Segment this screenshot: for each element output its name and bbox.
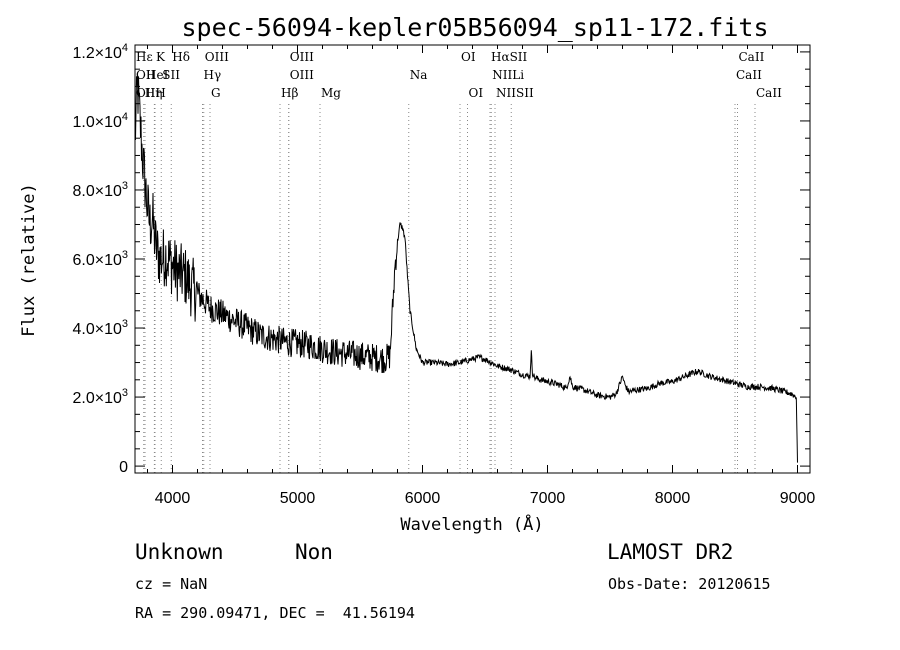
y-tick-mantissa: 1.0 bbox=[72, 114, 94, 131]
y-tick-mantissa: 6.0 bbox=[72, 252, 94, 269]
emission-line-label: CaII bbox=[739, 50, 765, 64]
y-tick-exponent: 3 bbox=[122, 249, 128, 261]
y-tick-exponent: 4 bbox=[122, 42, 128, 54]
redshift-cz: cz = NaN bbox=[135, 575, 208, 593]
chart-title: spec-56094-kepler05B56094_sp11-172.fits bbox=[182, 13, 769, 42]
y-tick-mantissa: 1.2 bbox=[72, 45, 94, 62]
emission-line-label: CaII bbox=[736, 68, 762, 82]
emission-line-label: Hη bbox=[145, 86, 163, 100]
object-class: Unknown bbox=[135, 540, 224, 564]
x-tick-label: 6000 bbox=[405, 490, 441, 507]
y-tick-label: 1.2×104 bbox=[72, 42, 128, 62]
emission-line-label: OI bbox=[469, 86, 484, 100]
emission-line-label: K bbox=[156, 50, 166, 64]
emission-line-label: Na bbox=[410, 68, 428, 82]
y-tick-times: ×10 bbox=[95, 45, 122, 62]
y-tick-mantissa: 0 bbox=[119, 459, 128, 476]
emission-line-label: NIISII bbox=[496, 86, 534, 100]
emission-line-label: G bbox=[211, 86, 221, 100]
y-tick-label: 6.0×103 bbox=[72, 249, 128, 269]
x-tick-label: 5000 bbox=[280, 490, 316, 507]
emission-line-label: OIII bbox=[290, 50, 314, 64]
survey-name: LAMOST DR2 bbox=[607, 540, 734, 564]
observation-date: Obs-Date: 20120615 bbox=[608, 575, 771, 593]
y-tick-times: ×10 bbox=[95, 390, 122, 407]
emission-line-label: CaII bbox=[756, 86, 782, 100]
spectrum-line bbox=[134, 75, 798, 463]
y-tick-times: ×10 bbox=[95, 252, 122, 269]
y-tick-label: 4.0×103 bbox=[72, 318, 128, 338]
y-tick-times: ×10 bbox=[95, 321, 122, 338]
y-tick-exponent: 3 bbox=[122, 387, 128, 399]
x-tick-label: 8000 bbox=[655, 490, 691, 507]
emission-line-label: OIII bbox=[205, 50, 229, 64]
emission-line-label: Li bbox=[512, 68, 524, 82]
y-axis-ticks: 02.0×1034.0×1036.0×1038.0×1031.0×1041.2×… bbox=[72, 42, 810, 476]
x-tick-label: 7000 bbox=[530, 490, 566, 507]
x-tick-label: 4000 bbox=[155, 490, 191, 507]
emission-line-label: Hβ bbox=[281, 86, 298, 100]
y-tick-label: 1.0×104 bbox=[72, 111, 128, 131]
emission-line-label: Hδ bbox=[172, 50, 190, 64]
coordinates: RA = 290.09471, DEC = 41.56194 bbox=[135, 604, 415, 622]
y-tick-mantissa: 2.0 bbox=[72, 390, 94, 407]
emission-line-markers bbox=[134, 104, 756, 473]
emission-line-label: NII bbox=[492, 68, 512, 82]
emission-line-label: SII bbox=[162, 68, 180, 82]
plot-frame bbox=[134, 44, 811, 474]
y-tick-times: ×10 bbox=[95, 183, 122, 200]
emission-line-label: OII bbox=[136, 68, 156, 82]
x-tick-label: 9000 bbox=[780, 490, 816, 507]
y-axis-label: Flux (relative) bbox=[19, 183, 39, 337]
y-tick-times: ×10 bbox=[95, 114, 122, 131]
object-subclass: Non bbox=[295, 540, 333, 564]
emission-line-label: HαSII bbox=[491, 50, 528, 64]
emission-line-label: OIII bbox=[290, 68, 314, 82]
emission-line-label: HeI bbox=[146, 68, 169, 82]
y-tick-label: 8.0×103 bbox=[72, 180, 128, 200]
emission-line-label: Hε bbox=[136, 50, 153, 64]
x-axis-label: Wavelength (Å) bbox=[400, 513, 543, 535]
y-tick-label: 2.0×103 bbox=[72, 387, 128, 407]
y-tick-exponent: 3 bbox=[122, 180, 128, 192]
emission-line-label: OII bbox=[136, 86, 156, 100]
y-tick-mantissa: 4.0 bbox=[72, 321, 94, 338]
y-tick-label: 0 bbox=[119, 459, 128, 476]
y-tick-mantissa: 8.0 bbox=[72, 183, 94, 200]
emission-line-label: Mg bbox=[321, 86, 341, 100]
emission-line-label: H bbox=[155, 86, 165, 100]
emission-line-label: OI bbox=[461, 50, 476, 64]
y-tick-exponent: 4 bbox=[122, 111, 128, 123]
y-tick-exponent: 3 bbox=[122, 318, 128, 330]
x-axis-ticks: 4000 5000 6000 7000 8000 9000 bbox=[147, 45, 816, 507]
emission-line-label: Hγ bbox=[204, 68, 222, 82]
